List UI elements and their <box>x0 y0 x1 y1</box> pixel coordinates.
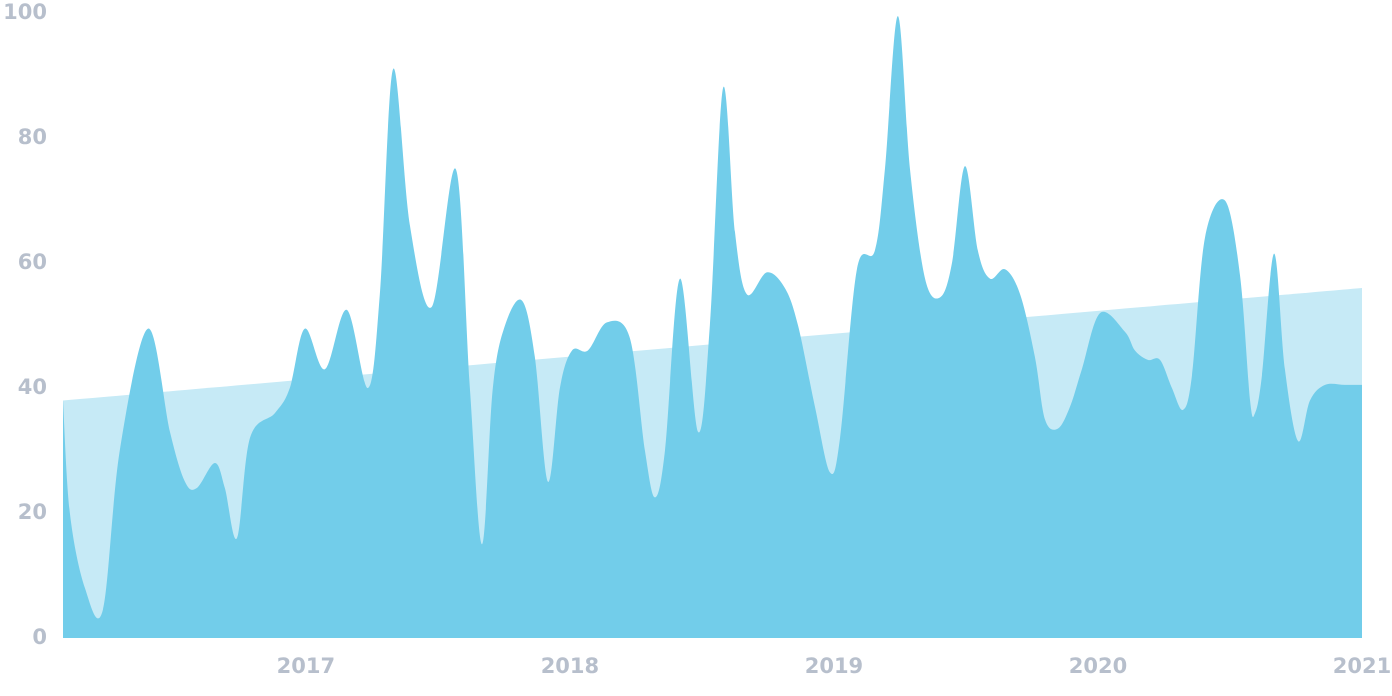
x-tick-label: 2020 <box>1069 654 1127 678</box>
y-tick-label: 100 <box>3 0 47 24</box>
y-tick-label: 40 <box>18 375 47 399</box>
y-tick-label: 20 <box>18 500 47 524</box>
y-tick-label: 0 <box>32 625 47 649</box>
y-tick-label: 80 <box>18 125 47 149</box>
area <box>63 16 1362 638</box>
x-tick-label: 2021 <box>1333 654 1391 678</box>
x-tick-label: 2017 <box>277 654 335 678</box>
x-tick-label: 2018 <box>541 654 599 678</box>
x-tick-label: 2019 <box>805 654 863 678</box>
y-tick-label: 60 <box>18 250 47 274</box>
